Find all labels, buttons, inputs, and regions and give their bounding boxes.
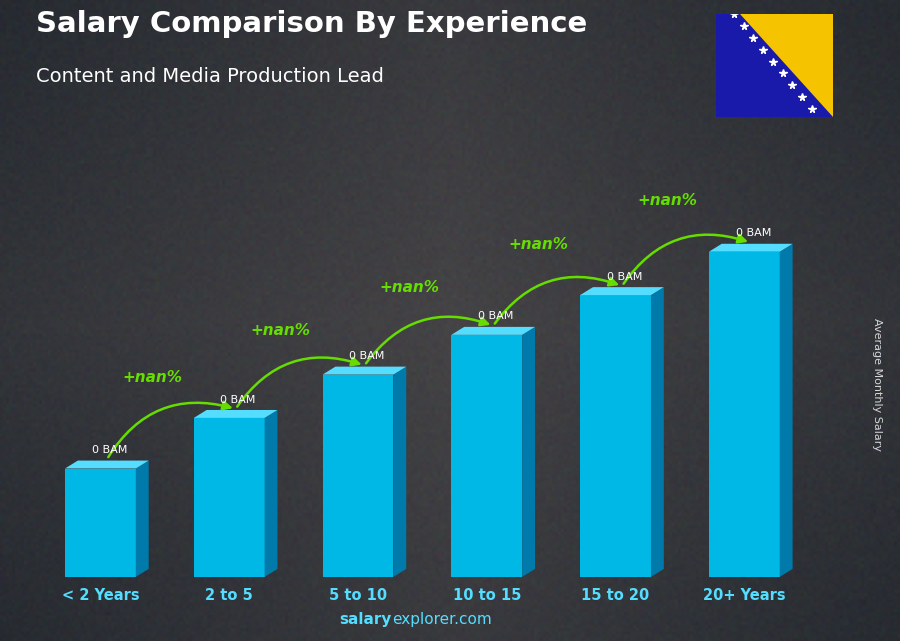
Text: salary: salary	[339, 612, 392, 627]
Polygon shape	[709, 244, 793, 252]
Polygon shape	[740, 14, 833, 117]
Text: 0 BAM: 0 BAM	[735, 228, 771, 238]
Text: Content and Media Production Lead: Content and Media Production Lead	[36, 67, 384, 87]
Polygon shape	[65, 469, 136, 577]
Text: +nan%: +nan%	[122, 370, 182, 385]
Polygon shape	[651, 287, 664, 577]
Text: explorer.com: explorer.com	[392, 612, 492, 627]
Text: 0 BAM: 0 BAM	[478, 312, 513, 322]
Text: Salary Comparison By Experience: Salary Comparison By Experience	[36, 10, 587, 38]
Polygon shape	[580, 287, 664, 295]
Polygon shape	[393, 367, 406, 577]
Text: 0 BAM: 0 BAM	[92, 445, 127, 455]
Text: 0 BAM: 0 BAM	[349, 351, 384, 362]
Polygon shape	[194, 418, 265, 577]
Text: +nan%: +nan%	[508, 237, 568, 252]
Polygon shape	[451, 335, 522, 577]
Polygon shape	[136, 461, 149, 577]
Polygon shape	[265, 410, 277, 577]
Polygon shape	[522, 327, 535, 577]
Polygon shape	[451, 327, 535, 335]
Text: +nan%: +nan%	[637, 194, 697, 208]
Polygon shape	[322, 374, 393, 577]
Polygon shape	[580, 295, 651, 577]
Text: Average Monthly Salary: Average Monthly Salary	[872, 318, 883, 451]
Polygon shape	[65, 461, 148, 469]
Polygon shape	[709, 252, 779, 577]
Text: +nan%: +nan%	[380, 280, 439, 295]
Polygon shape	[322, 367, 406, 374]
Text: 0 BAM: 0 BAM	[220, 395, 256, 404]
Polygon shape	[194, 410, 277, 418]
Polygon shape	[779, 244, 793, 577]
Text: +nan%: +nan%	[251, 324, 310, 338]
Polygon shape	[716, 14, 833, 117]
Text: 0 BAM: 0 BAM	[607, 272, 643, 282]
